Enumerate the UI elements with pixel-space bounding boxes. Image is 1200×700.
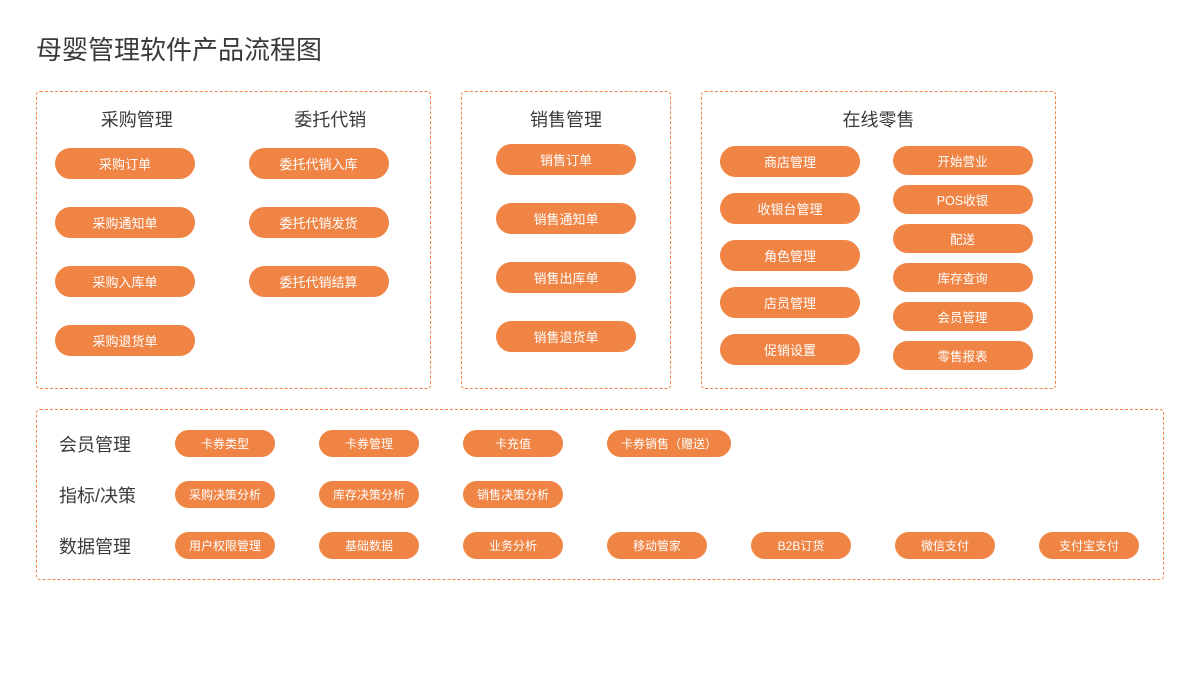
row-data: 数据管理 用户权限管理 基础数据 业务分析 移动管家 B2B订货 微信支付 支付… [59,532,1141,559]
page-title: 母婴管理软件产品流程图 [36,30,1164,67]
label-member: 会员管理 [59,431,147,457]
pill-decision-1: 库存决策分析 [319,481,419,508]
pill-sales-2: 销售出库单 [496,262,636,293]
pill-data-3: 移动管家 [607,532,707,559]
pill-retail-b-0: 开始营业 [893,146,1033,175]
pill-data-5: 微信支付 [895,532,995,559]
pill-sales-3: 销售退货单 [496,321,636,352]
label-decision: 指标/决策 [59,482,147,508]
pill-retail-a-4: 促销设置 [720,334,860,365]
head-purchase: 采购管理 [55,106,219,132]
pill-decision-2: 销售决策分析 [463,481,563,508]
pill-retail-b-5: 零售报表 [893,341,1033,370]
pill-member-3: 卡券销售（赠送） [607,430,731,457]
pill-data-1: 基础数据 [319,532,419,559]
pill-purchase-0: 采购订单 [55,148,195,179]
pill-member-1: 卡券管理 [319,430,419,457]
pill-data-0: 用户权限管理 [175,532,275,559]
panel-online-retail: 在线零售 商店管理 收银台管理 角色管理 店员管理 促销设置 开始营业 POS收… [701,91,1056,389]
pill-retail-b-1: POS收银 [893,185,1033,214]
pill-member-0: 卡券类型 [175,430,275,457]
pill-member-2: 卡充值 [463,430,563,457]
pill-retail-a-2: 角色管理 [720,240,860,271]
row-member: 会员管理 卡券类型 卡券管理 卡充值 卡券销售（赠送） [59,430,1141,457]
label-data: 数据管理 [59,533,147,559]
panel-sales: 销售管理 销售订单 销售通知单 销售出库单 销售退货单 [461,91,671,389]
top-row: 采购管理 采购订单 采购通知单 采购入库单 采购退货单 委托代销 委托代销入库 … [36,91,1164,389]
pill-sales-1: 销售通知单 [496,203,636,234]
head-online-retail: 在线零售 [720,106,1037,132]
col-retail-a: 商店管理 收银台管理 角色管理 店员管理 促销设置 [720,146,865,370]
col-consign: 委托代销 委托代销入库 委托代销发货 委托代销结算 [249,106,413,356]
pill-purchase-2: 采购入库单 [55,266,195,297]
col-purchase: 采购管理 采购订单 采购通知单 采购入库单 采购退货单 [55,106,219,356]
pill-consign-1: 委托代销发货 [249,207,389,238]
pill-retail-b-2: 配送 [893,224,1033,253]
pill-consign-2: 委托代销结算 [249,266,389,297]
pill-purchase-3: 采购退货单 [55,325,195,356]
head-consign: 委托代销 [249,106,413,132]
pill-decision-0: 采购决策分析 [175,481,275,508]
pill-data-2: 业务分析 [463,532,563,559]
row-decision: 指标/决策 采购决策分析 库存决策分析 销售决策分析 [59,481,1141,508]
panel-bottom: 会员管理 卡券类型 卡券管理 卡充值 卡券销售（赠送） 指标/决策 采购决策分析… [36,409,1164,580]
col-retail-b: 开始营业 POS收银 配送 库存查询 会员管理 零售报表 [893,146,1038,370]
pill-consign-0: 委托代销入库 [249,148,389,179]
panel-purchase-consign: 采购管理 采购订单 采购通知单 采购入库单 采购退货单 委托代销 委托代销入库 … [36,91,431,389]
pill-retail-b-3: 库存查询 [893,263,1033,292]
pill-retail-b-4: 会员管理 [893,302,1033,331]
pill-retail-a-3: 店员管理 [720,287,860,318]
pill-data-6: 支付宝支付 [1039,532,1139,559]
pill-retail-a-0: 商店管理 [720,146,860,177]
pill-sales-0: 销售订单 [496,144,636,175]
head-sales: 销售管理 [480,106,652,132]
pill-purchase-1: 采购通知单 [55,207,195,238]
pill-retail-a-1: 收银台管理 [720,193,860,224]
pill-data-4: B2B订货 [751,532,851,559]
